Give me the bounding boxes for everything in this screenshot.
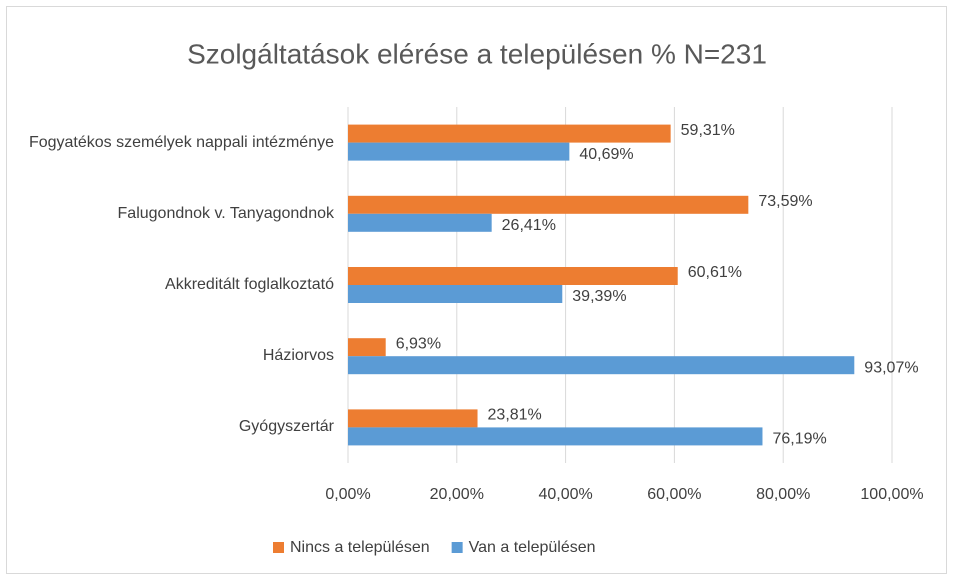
bar xyxy=(348,124,671,143)
data-label: 6,93% xyxy=(396,335,441,352)
bar xyxy=(348,213,492,232)
data-label: 59,31% xyxy=(681,122,735,139)
bar xyxy=(348,285,563,303)
bar xyxy=(348,427,763,446)
y-tick-label: Falugondnok v. Tanyagondnok xyxy=(117,204,334,222)
legend-swatch xyxy=(273,542,284,553)
legend-label: Van a településen xyxy=(469,539,596,556)
legend-swatch xyxy=(451,542,463,553)
x-tick-label: 0,00% xyxy=(325,486,370,503)
y-tick-label: Gyógyszertár xyxy=(238,418,334,436)
y-tick-label: Háziorvos xyxy=(262,347,334,365)
y-tick-label: Fogyatékos személyek nappali intézménye xyxy=(28,133,334,151)
data-label: 73,59% xyxy=(758,193,812,210)
data-label: 23,81% xyxy=(488,407,542,424)
x-tick-label: 80,00% xyxy=(756,486,810,503)
x-tick-label: 40,00% xyxy=(538,486,592,503)
y-tick-label: Akkreditált foglalkoztató xyxy=(165,276,334,293)
bar xyxy=(348,409,478,428)
data-label: 76,19% xyxy=(772,431,826,448)
x-tick-label: 20,00% xyxy=(430,486,484,503)
chart-title: Szolgáltatások elérése a településen % N… xyxy=(187,38,767,69)
data-label: 60,61% xyxy=(688,264,742,281)
bar xyxy=(348,195,749,214)
bar xyxy=(348,142,570,161)
data-label: 93,07% xyxy=(864,359,918,376)
x-tick-label: 100,00% xyxy=(860,486,923,503)
chart-border xyxy=(6,6,947,574)
bar xyxy=(348,356,855,375)
bar xyxy=(348,267,678,285)
data-label: 39,39% xyxy=(572,288,626,305)
bar xyxy=(348,338,386,357)
data-label: 40,69% xyxy=(579,146,633,163)
x-tick-label: 60,00% xyxy=(647,486,701,503)
legend-label: Nincs a településen xyxy=(290,539,430,556)
data-label: 26,41% xyxy=(502,217,556,234)
